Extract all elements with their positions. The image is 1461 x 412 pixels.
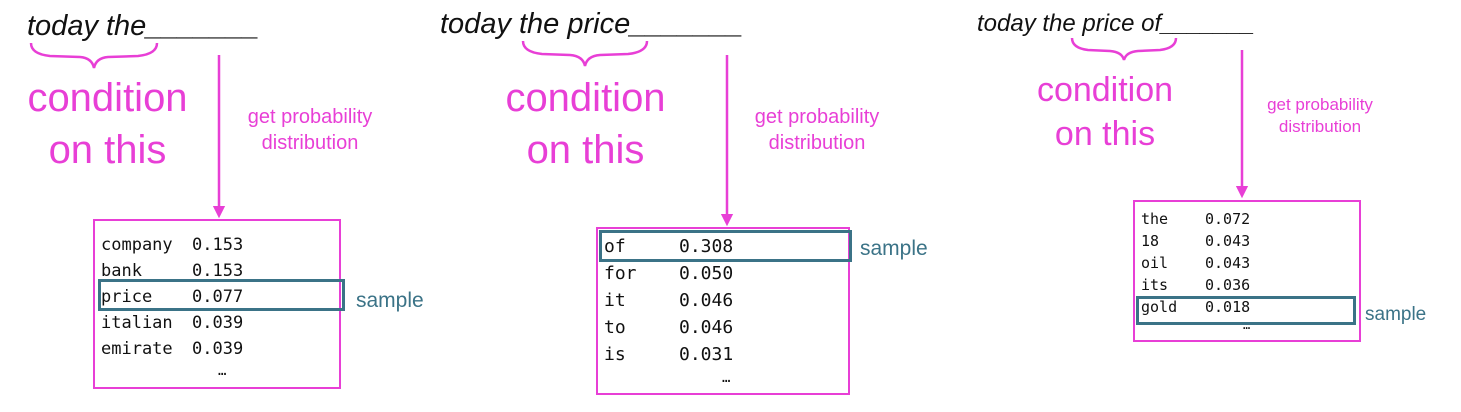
token-word: for xyxy=(604,263,637,284)
token-prob: 0.153 xyxy=(192,235,244,255)
token-word: it xyxy=(604,290,626,311)
more-tokens-ellipsis: … xyxy=(722,370,731,386)
token-prob: 0.039 xyxy=(192,339,244,359)
condition-brace xyxy=(521,40,649,67)
token-prob: 0.031 xyxy=(679,344,734,365)
token-word: price xyxy=(101,287,153,307)
token-prob: 0.039 xyxy=(192,313,244,333)
token-word: bank xyxy=(101,261,142,281)
prompt-blank: _______ xyxy=(1161,10,1255,37)
token-word: its xyxy=(1141,276,1169,294)
distribution-row: emirate 0.039 xyxy=(101,339,243,359)
arrow-label-line-1: get probability xyxy=(1267,95,1373,114)
arrow-label: get probability distribution xyxy=(737,104,897,156)
arrow-label-line-1: get probability xyxy=(247,106,373,128)
sample-label: sample xyxy=(1365,304,1427,325)
prompt-words: today the price of xyxy=(977,10,1162,37)
token-word: gold xyxy=(1141,298,1178,316)
prompt-text: today the_______ xyxy=(27,10,259,43)
token-word: of xyxy=(604,236,626,257)
distribution-box: company 0.153 bank 0.153 price 0.077 italia… xyxy=(93,219,341,389)
arrow-label: get probability distribution xyxy=(1245,94,1395,138)
token-prob: 0.077 xyxy=(192,287,244,307)
condition-brace xyxy=(1070,37,1178,61)
condition-label: condition on this xyxy=(10,72,205,176)
token-prob: 0.043 xyxy=(1205,254,1251,272)
distribution-box: the 0.072 18 0.043 oil 0.043 its 0.036 gold 0… xyxy=(1133,200,1361,342)
distribution-row: oil 0.043 xyxy=(1141,254,1250,272)
prompt-words: today the xyxy=(27,10,147,42)
token-prob: 0.046 xyxy=(679,317,734,338)
condition-line-1: condition xyxy=(27,76,188,120)
distribution-row: it 0.046 xyxy=(604,290,733,311)
sampled-token-highlight xyxy=(1136,296,1356,325)
sampled-token-highlight xyxy=(599,230,852,262)
distribution-row: bank 0.153 xyxy=(101,261,243,281)
condition-line-1: condition xyxy=(1036,71,1174,109)
token-word: italian xyxy=(101,313,173,333)
distribution-row: company 0.153 xyxy=(101,235,243,255)
condition-line-1: condition xyxy=(505,76,666,120)
arrow-label-line-2: distribution xyxy=(261,132,359,154)
prompt-text: today the price_______ xyxy=(440,8,743,41)
distribution-row: of 0.308 xyxy=(604,236,733,257)
token-word: emirate xyxy=(101,339,173,359)
distribution-row: the 0.072 xyxy=(1141,210,1250,228)
token-prob: 0.046 xyxy=(679,290,734,311)
token-prob: 0.018 xyxy=(1205,298,1251,316)
distribution-row: for 0.050 xyxy=(604,263,733,284)
condition-line-2: on this xyxy=(1054,115,1156,153)
token-prob: 0.308 xyxy=(679,236,734,257)
token-prob: 0.036 xyxy=(1205,276,1251,294)
token-prob: 0.072 xyxy=(1205,210,1251,228)
condition-label: condition on this xyxy=(488,72,683,176)
token-prob: 0.043 xyxy=(1205,232,1251,250)
token-word: 18 xyxy=(1141,232,1160,250)
token-word: to xyxy=(604,317,626,338)
token-prob: 0.153 xyxy=(192,261,244,281)
token-word: company xyxy=(101,235,173,255)
token-word: the xyxy=(1141,210,1169,228)
sample-label: sample xyxy=(860,237,928,260)
more-tokens-ellipsis: … xyxy=(218,363,227,379)
arrow-label-line-2: distribution xyxy=(1278,117,1362,136)
prompt-text: today the price of_______ xyxy=(977,10,1255,38)
sample-label: sample xyxy=(356,289,424,312)
distribution-row: italian 0.039 xyxy=(101,313,243,333)
distribution-row: 18 0.043 xyxy=(1141,232,1250,250)
distribution-row: gold 0.018 xyxy=(1141,298,1250,316)
prompt-blank: _______ xyxy=(630,8,744,40)
condition-line-2: on this xyxy=(48,128,167,172)
distribution-row: is 0.031 xyxy=(604,344,733,365)
more-tokens-ellipsis: … xyxy=(1243,318,1251,332)
token-prob: 0.050 xyxy=(679,263,734,284)
distribution-row: price 0.077 xyxy=(101,287,243,307)
token-word: oil xyxy=(1141,254,1169,272)
arrow-label-line-1: get probability xyxy=(754,106,880,128)
sampled-token-highlight xyxy=(98,279,345,311)
distribution-box: of 0.308 for 0.050 it 0.046 to 0.046 is 0.031… xyxy=(596,227,850,395)
distribution-row: its 0.036 xyxy=(1141,276,1250,294)
prompt-blank: _______ xyxy=(146,10,260,42)
token-word: is xyxy=(604,344,626,365)
condition-line-2: on this xyxy=(526,128,645,172)
condition-label: condition on this xyxy=(1015,68,1195,156)
prompt-words: today the price xyxy=(440,8,631,40)
arrow-label-line-2: distribution xyxy=(768,132,866,154)
arrow-label: get probability distribution xyxy=(230,104,390,156)
condition-brace xyxy=(29,42,159,69)
distribution-row: to 0.046 xyxy=(604,317,733,338)
